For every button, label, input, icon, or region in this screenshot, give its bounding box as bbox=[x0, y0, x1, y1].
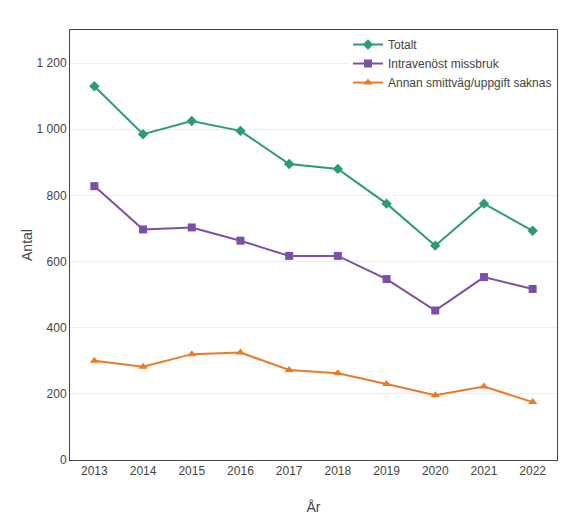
svg-text:2020: 2020 bbox=[422, 464, 449, 478]
svg-text:400: 400 bbox=[47, 321, 67, 335]
svg-text:2022: 2022 bbox=[519, 464, 546, 478]
svg-text:2019: 2019 bbox=[373, 464, 400, 478]
svg-text:200: 200 bbox=[47, 387, 67, 401]
svg-text:1 200: 1 200 bbox=[37, 56, 67, 70]
svg-text:2014: 2014 bbox=[130, 464, 157, 478]
svg-text:Antal: Antal bbox=[19, 229, 35, 261]
svg-text:Intravenöst missbruk: Intravenöst missbruk bbox=[388, 57, 500, 71]
svg-text:0: 0 bbox=[60, 453, 67, 467]
svg-text:2016: 2016 bbox=[227, 464, 254, 478]
svg-text:2021: 2021 bbox=[471, 464, 498, 478]
svg-text:1 000: 1 000 bbox=[37, 122, 67, 136]
svg-text:2015: 2015 bbox=[178, 464, 205, 478]
svg-text:600: 600 bbox=[47, 255, 67, 269]
svg-text:Totalt: Totalt bbox=[388, 38, 417, 52]
svg-text:2017: 2017 bbox=[276, 464, 303, 478]
svg-text:800: 800 bbox=[47, 189, 67, 203]
svg-text:2013: 2013 bbox=[81, 464, 108, 478]
svg-text:Annan smittväg/uppgift saknas: Annan smittväg/uppgift saknas bbox=[388, 76, 551, 90]
svg-text:År: År bbox=[307, 499, 321, 515]
svg-text:2018: 2018 bbox=[324, 464, 351, 478]
